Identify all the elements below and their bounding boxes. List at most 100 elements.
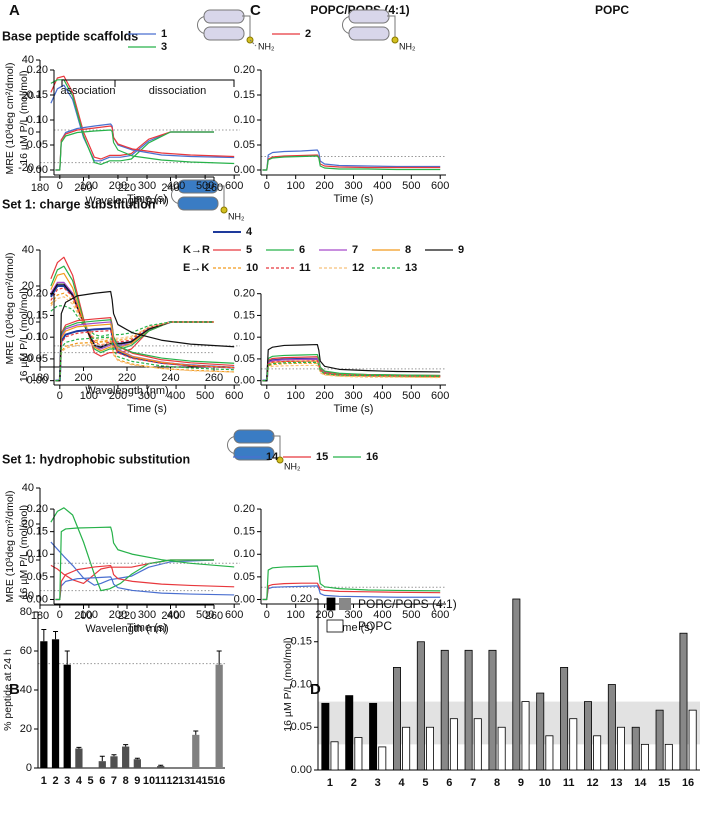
y-tick-label: 0.00 [234,593,255,605]
x-tick-label: 400 [167,390,185,402]
x-tick-label: 200 [315,609,333,621]
x-tick-label: 7 [470,777,476,789]
x-axis-label: Time (s) [127,193,167,205]
x-axis-label: Wavelength (nm) [85,623,168,635]
x-tick-label: 10 [539,777,551,789]
icon-anchor [276,456,284,464]
x-tick-label: 9 [134,775,140,787]
x-tick-label: 220 [118,372,136,384]
y-tick-label: 0.15 [27,309,48,321]
y-tick-label: 0.05 [27,571,48,583]
data-line [262,582,441,601]
legend-label: 1 [161,28,167,40]
y-tick-label: 0 [28,554,34,566]
data-line [262,360,441,382]
legend-swatch [339,598,351,610]
icon-stalk [387,15,396,40]
x-tick-label: 300 [344,390,362,402]
bar [512,598,521,771]
bar [51,639,60,768]
x-tick-label: 3 [375,777,381,789]
y-tick-label: 0 [26,762,32,774]
y-tick-label: 0.05 [234,139,255,151]
x-tick-label: 180 [31,182,49,194]
panel-label: A [9,2,20,19]
y-tick-label: 0.15 [291,636,312,648]
x-tick-label: 6 [99,775,105,787]
section-title: Set 1: hydrophobic substitution [2,452,190,466]
icon-linker [249,39,257,47]
y-tick-label: 0.00 [27,375,48,387]
y-tick-label: 0.05 [27,139,48,151]
x-tick-label: 200 [74,372,92,384]
y-tick-label: 0.20 [234,64,255,76]
bar [664,743,673,771]
x-axis-label: Time (s) [127,622,167,634]
icon-label: NH₂ [399,41,416,51]
data-line [50,296,214,341]
x-tick-label: 600 [225,180,243,192]
x-tick-label: 0 [264,390,270,402]
data-line [50,541,215,586]
bar [98,761,106,768]
annotation: association [60,85,115,97]
panel-label: B [9,681,20,698]
x-tick-label: 600 [225,609,243,621]
y-tick-label: 0.10 [27,114,48,126]
legend-label: 9 [458,244,464,256]
legend-label: 13 [405,262,417,274]
error-bar [123,744,129,747]
x-tick-label: 2 [351,777,357,789]
bar [215,664,223,768]
section-title: Set 1: charge substitution [2,197,156,211]
x-axis-label: Wavelength (nm) [85,195,168,207]
x-tick-label: 100 [287,390,305,402]
panel-label: C [250,2,261,19]
x-tick-label: 8 [123,775,129,787]
icon-stalk [216,185,225,210]
bar [192,734,200,768]
error-bar [64,650,70,665]
x-tick-label: 5 [88,775,94,787]
x-tick-label: 4 [399,777,406,789]
x-axis-label: Time (s) [334,193,374,205]
x-tick-label: 14 [190,775,203,787]
x-tick-label: 15 [201,775,213,787]
y-tick-label: 40 [22,244,34,256]
data-line [50,283,214,348]
bar [655,709,664,771]
x-tick-label: 600 [431,390,449,402]
icon-stalk [272,435,281,460]
bar [521,701,530,771]
x-tick-label: 300 [138,609,156,621]
bar [584,701,592,771]
y-tick-label: -20 [18,590,34,602]
x-tick-label: 600 [431,609,449,621]
x-tick-label: 260 [205,182,223,194]
legend-label: 12 [352,262,364,274]
bar [133,759,141,768]
x-tick-label: 600 [431,180,449,192]
data-line [262,565,441,601]
y-tick-label: 0.20 [27,288,48,300]
bar [449,718,458,771]
x-tick-label: 2 [52,775,58,787]
y-tick-label: 0.15 [27,89,48,101]
bar [426,726,434,771]
x-tick-label: 400 [373,609,391,621]
y-tick-label: 20 [22,518,34,530]
x-tick-label: 200 [74,182,92,194]
x-tick-label: 0 [264,180,270,192]
x-tick-label: 600 [225,390,243,402]
error-bar [134,757,140,760]
y-axis-label: MRE (10³deg cm²/dmol) [4,490,16,602]
icon-anchor [391,36,399,44]
data-line [55,343,235,382]
icon-helix [177,196,219,211]
x-tick-label: 300 [138,390,156,402]
y-tick-label: 0.10 [234,331,255,343]
data-line [50,265,214,354]
x-tick-label: 260 [205,372,223,384]
bar [569,718,578,771]
